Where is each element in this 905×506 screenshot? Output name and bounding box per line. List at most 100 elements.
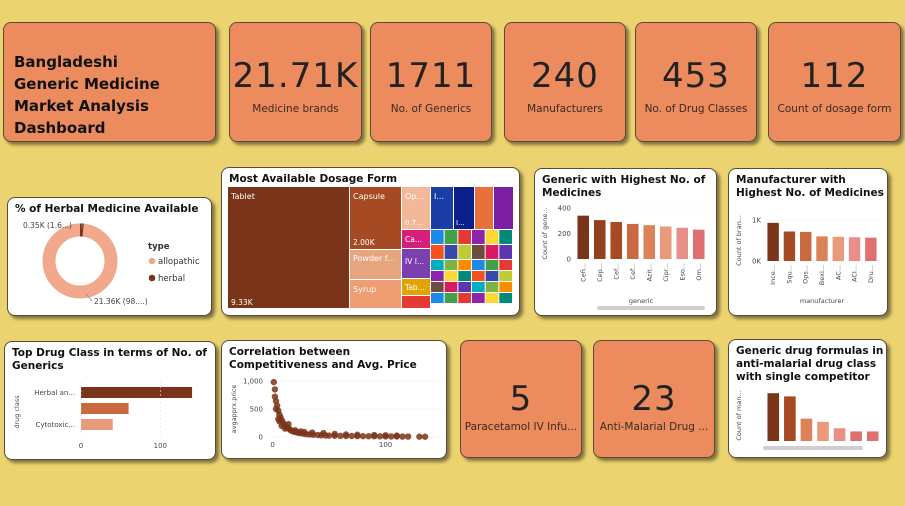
scatter-point[interactable] xyxy=(270,378,277,386)
kpi-drug-classes[interactable]: 453 No. of Drug Classes xyxy=(635,22,757,142)
treemap-tile[interactable] xyxy=(499,293,512,304)
legend-item-allopathic[interactable]: allopathic xyxy=(158,257,200,267)
scatter-point[interactable] xyxy=(342,431,350,438)
bar[interactable] xyxy=(767,222,779,261)
treemap-tile[interactable] xyxy=(472,293,485,304)
treemap-tile[interactable] xyxy=(458,293,471,304)
scrollbar[interactable] xyxy=(597,306,705,310)
kpi-manufacturers[interactable]: 240 Manufacturers xyxy=(504,22,626,142)
scrollbar[interactable] xyxy=(763,446,863,450)
bar[interactable] xyxy=(816,236,828,261)
herbal-chart-card[interactable]: % of Herbal Medicine Available 0.35K (1.… xyxy=(7,197,212,316)
treemap-tile[interactable] xyxy=(472,245,485,259)
scatter-point[interactable] xyxy=(387,433,395,440)
bar[interactable] xyxy=(817,421,829,441)
scatter-point[interactable] xyxy=(337,432,344,440)
kpi-medicine-brands[interactable]: 21.71K Medicine brands xyxy=(229,22,362,142)
treemap-tile[interactable] xyxy=(431,260,444,271)
bar[interactable] xyxy=(81,419,113,430)
treemap-tile[interactable] xyxy=(485,245,499,259)
bar[interactable] xyxy=(610,222,623,259)
treemap-tile-powder[interactable] xyxy=(350,250,401,279)
bar[interactable] xyxy=(866,431,879,441)
treemap-tile[interactable] xyxy=(458,282,471,293)
scatter-point[interactable] xyxy=(416,433,423,440)
scatter-point[interactable] xyxy=(404,433,412,440)
treemap-tile[interactable] xyxy=(499,230,512,244)
bar[interactable] xyxy=(659,226,672,259)
treemap-tile[interactable] xyxy=(444,282,458,293)
treemap-tile[interactable] xyxy=(458,245,471,259)
bar[interactable] xyxy=(784,396,796,441)
scatter-card[interactable]: Correlation between Competitiveness and … xyxy=(221,340,447,459)
treemap-tile[interactable] xyxy=(431,282,444,293)
scatter-point[interactable] xyxy=(354,431,361,438)
donut-slice-allopathic[interactable] xyxy=(42,223,118,299)
treemap-tile-injection[interactable] xyxy=(431,187,453,229)
bar[interactable] xyxy=(865,237,877,261)
generic-bar-card[interactable]: Generic with Highest No. of Medicines Co… xyxy=(534,168,717,316)
treemap-tile[interactable] xyxy=(458,230,471,244)
treemap-tile[interactable] xyxy=(431,293,444,304)
treemap-tile-capsule[interactable] xyxy=(350,187,401,249)
treemap-tile-ophthalmic[interactable] xyxy=(402,187,430,229)
treemap-tile-iv-infusion[interactable] xyxy=(402,249,430,278)
treemap-tile[interactable] xyxy=(499,245,512,259)
dosage-treemap-card[interactable]: Most Available Dosage Form Tablet 9.33K … xyxy=(221,167,520,316)
treemap-tile[interactable] xyxy=(444,293,458,304)
scatter-point[interactable] xyxy=(285,420,292,428)
treemap-tile[interactable] xyxy=(472,260,485,271)
scatter-point[interactable] xyxy=(393,432,401,439)
treemap-tile[interactable] xyxy=(485,271,499,282)
drug-class-bar-card[interactable]: Top Drug Class in terms of No. of Generi… xyxy=(4,341,216,460)
scatter-point[interactable] xyxy=(276,418,283,425)
treemap-tile[interactable] xyxy=(499,271,512,282)
scatter-point[interactable] xyxy=(348,432,355,440)
kpi-paracetamol-iv[interactable]: 5 Paracetamol IV Infu... xyxy=(460,340,582,458)
treemap-tile[interactable] xyxy=(431,230,444,244)
scatter-point[interactable] xyxy=(421,433,429,440)
treemap-tile[interactable] xyxy=(472,271,485,282)
bar[interactable] xyxy=(593,220,606,259)
scatter-point[interactable] xyxy=(271,386,279,393)
scatter-point[interactable] xyxy=(359,432,367,440)
bar[interactable] xyxy=(81,387,193,398)
bar[interactable] xyxy=(577,215,590,259)
treemap-tile[interactable] xyxy=(485,293,499,304)
treemap-tile[interactable] xyxy=(402,296,430,308)
treemap-tile[interactable] xyxy=(458,271,471,282)
scatter-point[interactable] xyxy=(325,432,333,439)
treemap-tile[interactable] xyxy=(485,282,499,293)
bar[interactable] xyxy=(848,237,861,261)
scatter-point[interactable] xyxy=(272,405,280,413)
scatter-point[interactable] xyxy=(281,425,289,432)
scatter-point[interactable] xyxy=(365,433,372,440)
scatter-point[interactable] xyxy=(371,431,378,439)
treemap-tile[interactable] xyxy=(499,282,512,293)
treemap-tile-cream[interactable] xyxy=(402,230,430,248)
treemap-tile-tablet-dispersible[interactable] xyxy=(402,279,430,295)
bar[interactable] xyxy=(643,225,656,259)
scatter-point[interactable] xyxy=(376,433,384,440)
scatter-point[interactable] xyxy=(382,432,389,439)
treemap-tile-tablet[interactable] xyxy=(228,187,349,308)
treemap-tile[interactable] xyxy=(472,282,485,293)
antimalarial-bar-card[interactable]: Generic drug formulas in anti-malarial d… xyxy=(728,339,887,458)
bar[interactable] xyxy=(767,393,780,441)
legend-item-herbal[interactable]: herbal xyxy=(158,274,185,284)
bar[interactable] xyxy=(800,418,813,441)
bar[interactable] xyxy=(692,229,705,259)
manufacturer-bar-card[interactable]: Manufacturer with Highest No. of Medicin… xyxy=(728,168,888,316)
bar[interactable] xyxy=(676,227,689,259)
scatter-point[interactable] xyxy=(331,430,338,438)
treemap-tile-infusion[interactable] xyxy=(454,187,474,229)
bar[interactable] xyxy=(783,231,796,261)
scatter-point[interactable] xyxy=(320,429,327,437)
kpi-antimalarial[interactable]: 23 Anti-Malarial Drug ... xyxy=(593,340,715,458)
scatter-point[interactable] xyxy=(292,427,299,434)
treemap-tile[interactable] xyxy=(458,260,471,271)
scatter-point[interactable] xyxy=(301,428,308,436)
bar[interactable] xyxy=(833,428,846,441)
kpi-generics[interactable]: 1711 No. of Generics xyxy=(370,22,492,142)
treemap-tile[interactable] xyxy=(444,271,458,282)
